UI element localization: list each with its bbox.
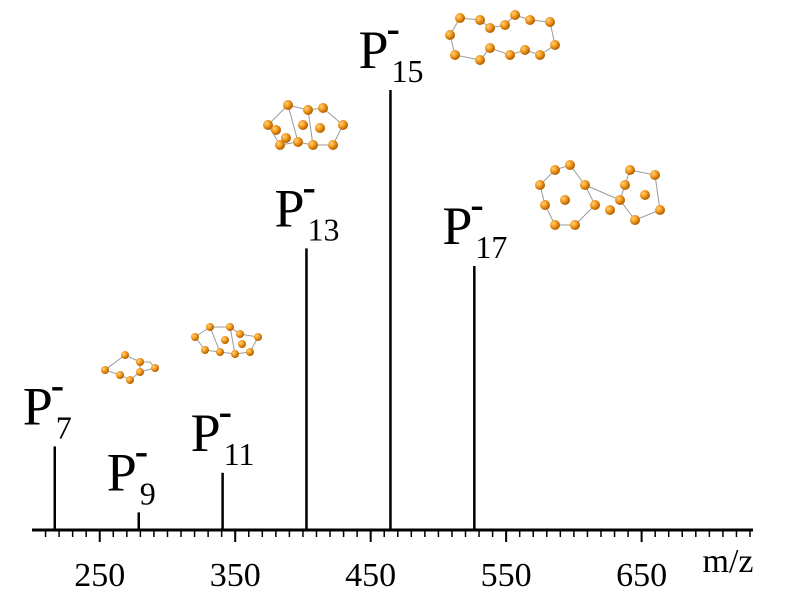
ion-size: 11 [224,436,255,472]
cluster-p13 [263,100,348,150]
ion-symbol: P [191,403,221,463]
peak-label: P-11 [191,389,255,472]
peak-label: P-9 [107,428,156,511]
ion-symbol: P [274,178,304,238]
peak-label: P-7 [23,362,72,445]
cluster-structures [101,10,665,384]
ion-charge: - [303,164,316,209]
x-axis-label: m/z [703,543,754,580]
ion-symbol: P [442,196,472,256]
ion-size: 7 [56,409,72,445]
x-tick-label: 550 [481,557,532,594]
ion-charge: - [470,182,483,227]
peak-label: P-15 [358,6,423,89]
ion-charge: - [51,362,64,407]
ion-size: 9 [140,475,156,511]
x-tick-label: 250 [74,557,125,594]
ion-size: 15 [391,53,423,89]
ion-charge: - [387,6,400,51]
ion-size: 13 [307,211,339,247]
peak-label: P-17 [442,182,507,265]
x-tick-label: 350 [210,557,261,594]
ion-charge: - [135,428,148,473]
cluster-p17 [535,160,665,230]
x-tick-label: 450 [345,557,396,594]
cluster-p7 [101,351,159,384]
cluster-p15 [445,10,560,65]
cluster-p11 [191,323,262,358]
ion-size: 17 [475,229,507,265]
ion-symbol: P [107,442,137,502]
ion-symbol: P [358,20,388,80]
ion-symbol: P [23,376,53,436]
x-tick-label: 650 [616,557,667,594]
peak-label: P-13 [274,164,339,247]
ion-charge: - [219,389,232,434]
